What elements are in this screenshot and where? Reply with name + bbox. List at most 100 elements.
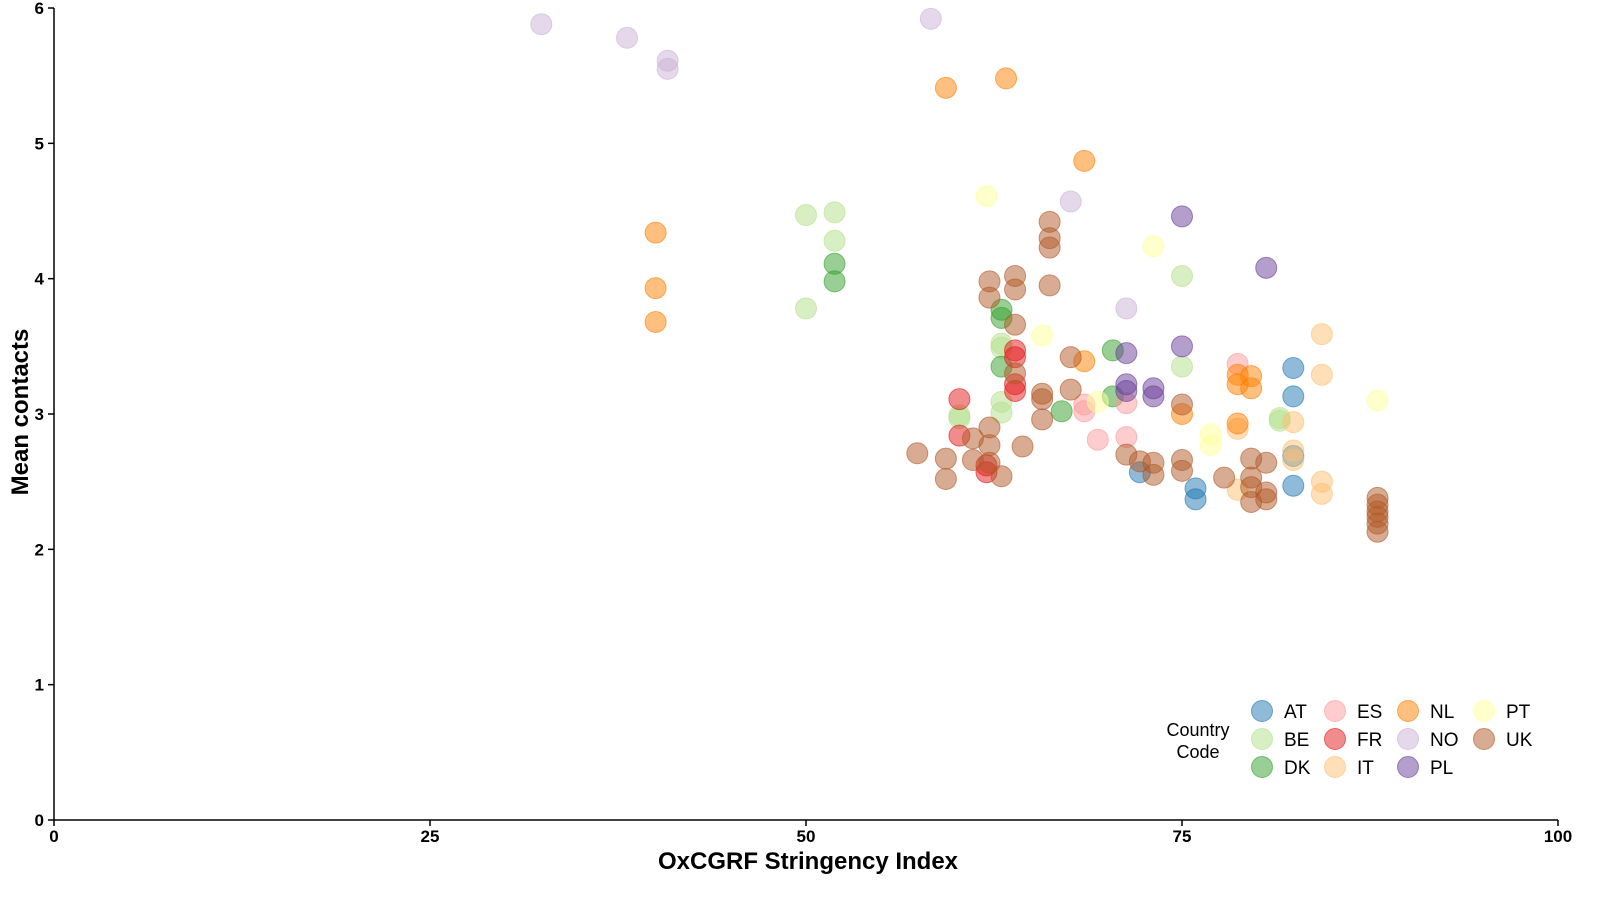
series-uk — [906, 210, 1389, 543]
legend-swatch — [1473, 728, 1495, 750]
data-point — [1171, 355, 1193, 378]
y-tick-label: 4 — [35, 270, 45, 289]
data-point — [1310, 323, 1333, 346]
data-point — [1171, 205, 1193, 228]
data-point — [1282, 474, 1305, 497]
data-point — [644, 277, 667, 300]
data-point — [656, 57, 679, 80]
legend-title-line: Code — [1176, 742, 1219, 762]
x-tick-label: 100 — [1544, 827, 1572, 846]
data-point — [975, 185, 998, 208]
data-point — [1282, 385, 1305, 408]
data-point — [1115, 342, 1138, 365]
legend-swatch — [1397, 728, 1419, 750]
y-axis-ticks: 0 1 2 3 4 5 6 — [35, 0, 54, 830]
data-point — [1240, 377, 1263, 400]
legend-items: AT BE DK ES FR IT NL NO PL PT UK — [1251, 700, 1533, 779]
data-point — [1004, 313, 1027, 336]
data-point — [1310, 363, 1333, 386]
data-point — [934, 447, 957, 470]
legend-swatch — [1324, 756, 1346, 778]
legend-label: DK — [1284, 758, 1311, 779]
legend-item-nl: NL — [1397, 700, 1454, 723]
legend-label: FR — [1357, 730, 1382, 751]
data-point — [1050, 400, 1073, 423]
y-tick-label: 3 — [35, 405, 44, 424]
legend-item-pl: PL — [1397, 756, 1453, 779]
legend-item-no: NO — [1397, 728, 1459, 751]
data-point — [934, 76, 957, 99]
data-point — [1171, 335, 1193, 358]
data-point — [995, 67, 1018, 90]
data-point — [1059, 190, 1082, 213]
legend-label: AT — [1284, 702, 1307, 723]
axes: 0 25 50 75 100 0 1 2 3 4 5 6 OxCGRF Stringency Ind… — [7, 0, 1572, 875]
legend-label: UK — [1506, 730, 1533, 751]
data-point — [1184, 488, 1207, 511]
x-tick-label: 0 — [49, 827, 58, 846]
series-nl — [644, 67, 1263, 435]
data-point — [1086, 390, 1109, 413]
data-point — [1171, 393, 1193, 416]
data-point — [1011, 435, 1034, 458]
series-pt — [975, 185, 1389, 457]
legend-item-be: BE — [1251, 728, 1309, 751]
y-tick-label: 6 — [35, 0, 44, 18]
data-point — [823, 270, 846, 293]
data-point — [1086, 428, 1109, 451]
data-point — [823, 201, 846, 224]
legend-item-dk: DK — [1251, 756, 1311, 779]
data-point — [990, 465, 1013, 488]
y-tick-label: 1 — [35, 676, 44, 695]
legend-swatch — [1324, 728, 1346, 750]
legend-label: NL — [1430, 702, 1454, 723]
data-point — [1142, 463, 1165, 486]
data-point — [1115, 379, 1138, 402]
legend-swatch — [1473, 700, 1495, 722]
data-point — [795, 204, 817, 227]
legend-title: Country Code — [1166, 720, 1229, 762]
legend-item-at: AT — [1251, 700, 1307, 723]
y-tick-label: 2 — [35, 540, 44, 559]
series-dk — [823, 252, 1124, 423]
data-point — [1038, 274, 1061, 297]
legend-label: NO — [1430, 730, 1459, 751]
data-point — [1004, 278, 1027, 301]
legend-label: IT — [1357, 758, 1374, 779]
x-tick-label: 25 — [421, 827, 440, 846]
data-point — [795, 297, 817, 320]
data-point — [1199, 434, 1222, 457]
legend-swatch — [1251, 728, 1273, 750]
data-point — [1142, 385, 1165, 408]
data-point — [1282, 411, 1305, 434]
data-point — [530, 13, 553, 36]
x-axis-ticks: 0 25 50 75 100 — [49, 820, 1572, 846]
legend-item-it: IT — [1324, 756, 1374, 779]
x-tick-label: 75 — [1173, 827, 1192, 846]
legend-item-pt: PT — [1473, 700, 1531, 723]
series-no — [530, 7, 1138, 320]
data-point — [1255, 451, 1278, 474]
data-point — [644, 310, 667, 333]
data-point — [978, 286, 1001, 309]
data-point — [1115, 297, 1138, 320]
x-axis-title: OxCGRF Stringency Index — [658, 848, 959, 875]
legend-swatch — [1251, 700, 1273, 722]
data-point — [934, 467, 957, 490]
data-point — [1366, 389, 1389, 412]
data-point — [948, 388, 971, 411]
data-point — [1171, 264, 1193, 287]
data-point — [990, 401, 1013, 424]
data-point — [1031, 388, 1054, 411]
legend-label: ES — [1357, 702, 1382, 723]
plot-area — [530, 7, 1389, 543]
legend-label: PT — [1506, 702, 1531, 723]
legend: Country Code AT BE DK ES FR IT NL NO PL PT UK — [1166, 700, 1533, 779]
data-point — [823, 229, 846, 252]
data-point — [616, 26, 639, 49]
x-tick-label: 50 — [797, 827, 816, 846]
data-point — [1171, 459, 1193, 482]
data-point — [1310, 482, 1333, 505]
legend-item-fr: FR — [1324, 728, 1382, 751]
y-tick-label: 0 — [35, 811, 44, 830]
